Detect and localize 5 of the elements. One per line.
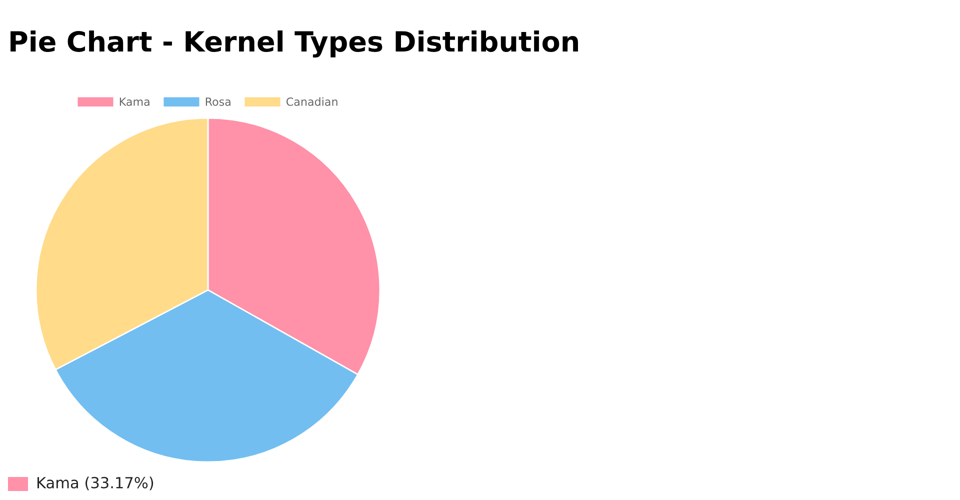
legend-label: Canadian <box>286 97 338 106</box>
legend-label: Kama <box>120 98 150 106</box>
text: Kama (33.17%) <box>38 476 154 490</box>
chart-title: Pie Chart - Kernel Types Distribution <box>10 30 578 58</box>
legend-label: Rosa <box>206 98 230 106</box>
